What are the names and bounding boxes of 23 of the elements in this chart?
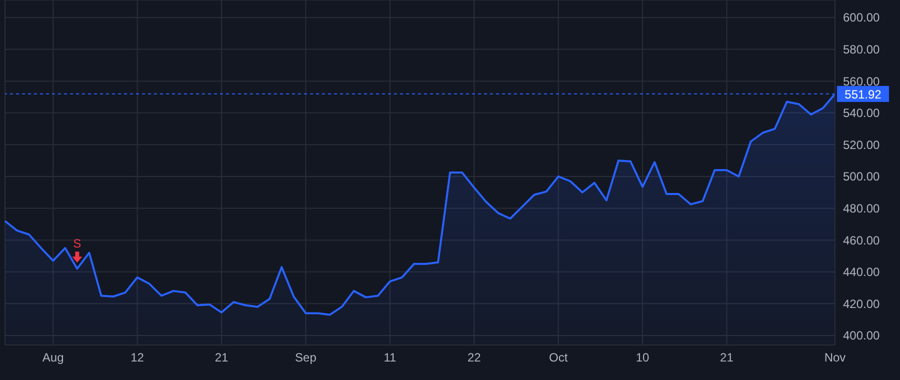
ref-line-label: 551.92 [844,87,882,102]
y-tick-label: 440.00 [843,265,880,280]
y-tick-label: 460.00 [843,233,880,248]
x-tick-label: 12 [130,350,144,365]
x-tick-label: Sep [295,350,317,365]
y-tick-label: 600.00 [843,10,880,25]
x-tick-label: Nov [824,350,846,365]
y-tick-label: 500.00 [843,170,880,184]
x-tick-label: 11 [384,350,396,365]
x-tick-label: Aug [42,350,64,365]
y-tick-label: 400.00 [843,328,880,343]
x-tick-label: 21 [214,350,229,365]
annotation: S [73,236,82,251]
y-tick-label: 520.00 [843,138,880,152]
y-tick-label: 580.00 [843,42,880,57]
x-tick-label: 22 [467,350,482,365]
y-tick-label: 480.00 [843,202,880,216]
x-tick-label: 10 [636,350,650,365]
x-tick-label: Oct [548,350,568,365]
y-tick-label: 540.00 [843,106,880,120]
y-tick-label: 560.00 [843,74,880,88]
x-tick-label: 21 [720,350,734,365]
y-tick-label: 420.00 [843,296,880,311]
